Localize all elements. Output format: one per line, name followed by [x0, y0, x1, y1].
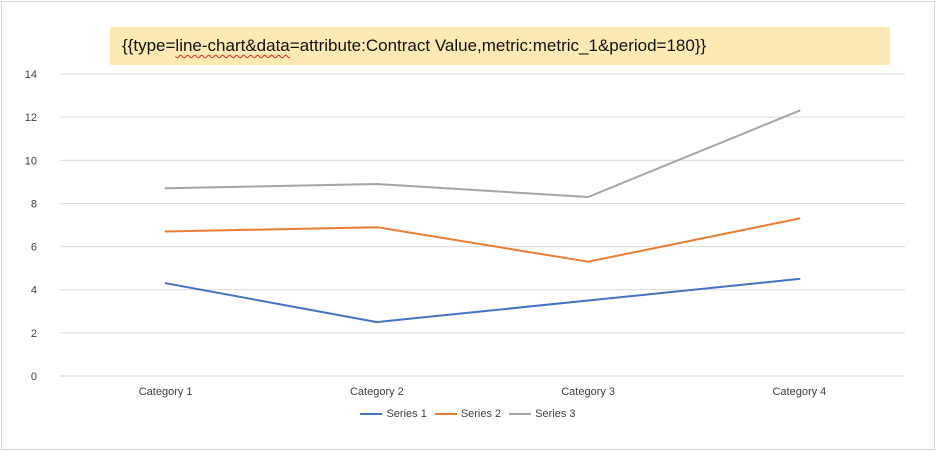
series-line-3: [164, 109, 801, 198]
y-tick-label: 4: [31, 285, 37, 297]
series-line-2: [164, 217, 801, 263]
x-tick-label: Category 1: [139, 386, 193, 398]
y-axis-ticks: 0 2 4 6 8 10 12 14: [25, 69, 37, 383]
legend-swatch: [434, 413, 457, 415]
series-lines: [164, 109, 801, 324]
legend-label: Series 1: [386, 408, 427, 420]
legend-swatch: [509, 413, 532, 415]
x-tick-label: Category 4: [772, 386, 826, 398]
legend-label: Series 3: [535, 408, 576, 420]
x-tick-label: Category 3: [561, 386, 615, 398]
y-tick-label: 2: [31, 328, 37, 340]
legend-item-series-3: Series 3: [509, 408, 576, 420]
x-axis-ticks: Category 1 Category 2 Category 3 Category 4: [139, 386, 827, 398]
gridlines: [60, 73, 905, 377]
y-tick-label: 12: [25, 112, 37, 124]
legend-item-series-2: Series 2: [434, 408, 502, 420]
y-tick-label: 14: [25, 69, 37, 81]
legend-swatch: [360, 413, 383, 415]
series-line-1: [164, 277, 801, 324]
y-tick-label: 8: [31, 198, 37, 210]
y-tick-label: 10: [25, 155, 37, 167]
y-tick-label: 6: [31, 242, 37, 254]
legend-item-series-1: Series 1: [360, 408, 427, 420]
template-placeholder-banner: {{type=line-chart&data=attribute:Contrac…: [110, 27, 890, 65]
banner-prefix: {{type=: [122, 36, 176, 55]
banner-suffix: =attribute:Contract Value,metric:metric_…: [289, 36, 707, 55]
chart-legend: Series 1 Series 2 Series 3: [0, 406, 936, 420]
x-tick-label: Category 2: [350, 386, 404, 398]
y-tick-label: 0: [31, 371, 37, 383]
legend-label: Series 2: [460, 408, 502, 420]
banner-spellcheck-text: line-chart&data: [175, 36, 290, 55]
